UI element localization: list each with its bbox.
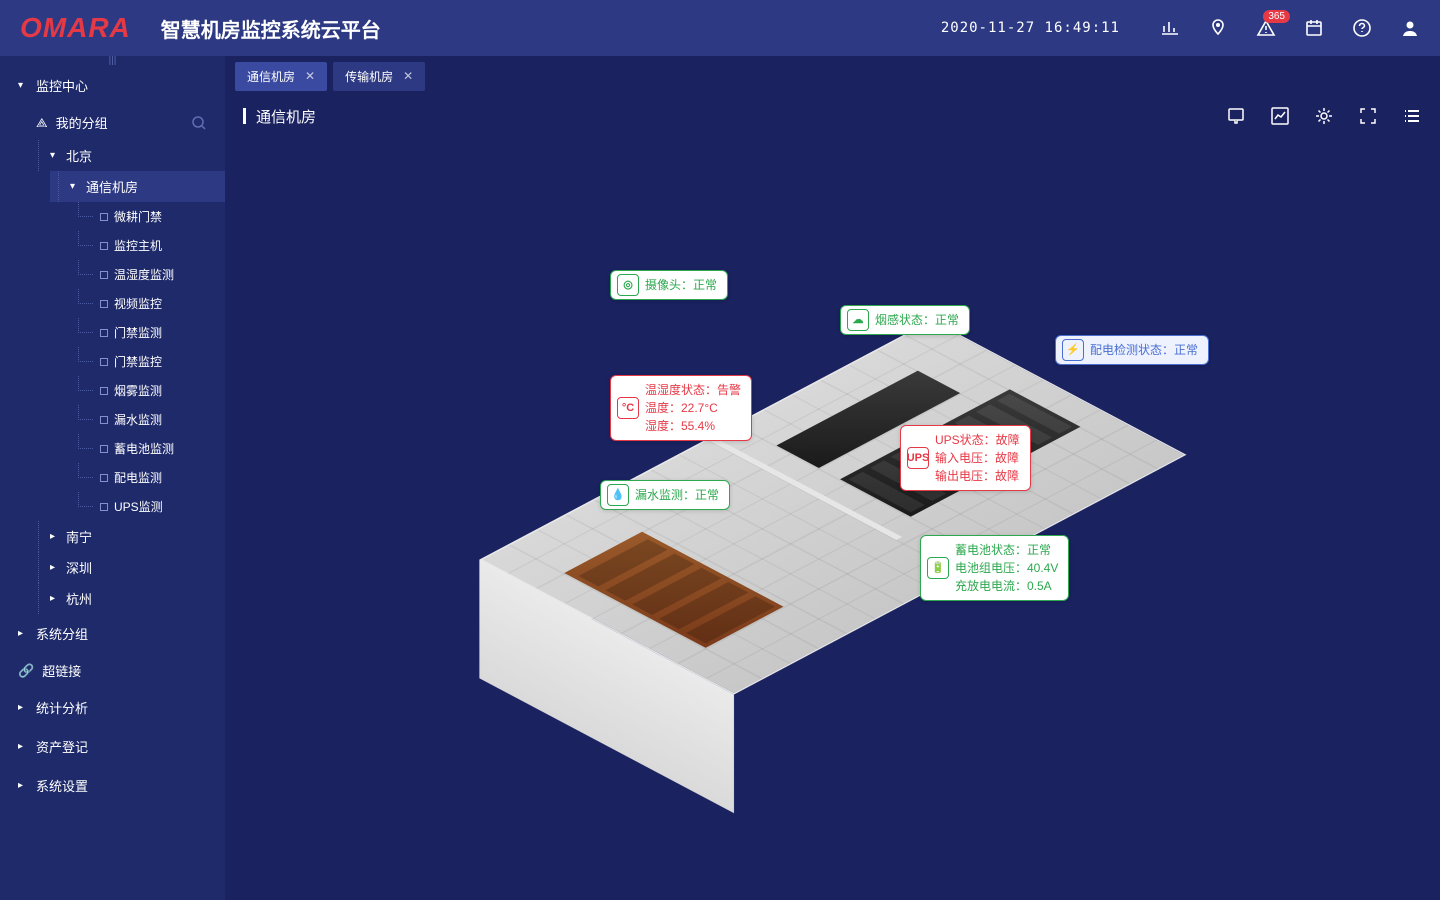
- fullscreen-icon[interactable]: [1358, 106, 1378, 126]
- device-icon: [100, 329, 108, 337]
- tree-room-comm[interactable]: ▾通信机房: [50, 171, 225, 202]
- subtitle: 通信机房: [256, 106, 316, 127]
- device-icon: [100, 358, 108, 366]
- nav-hyperlink[interactable]: 🔗超链接: [0, 653, 225, 688]
- device-icon: [100, 474, 108, 482]
- status-line: 温湿度状态：告警: [645, 381, 741, 399]
- tree-city-hangzhou[interactable]: ▸杭州: [30, 583, 225, 614]
- device-icon: [100, 445, 108, 453]
- status-line: 湿度：55.4%: [645, 417, 741, 435]
- tab-1[interactable]: 传输机房✕: [333, 62, 425, 91]
- ups-icon: UPS: [907, 447, 929, 469]
- subtitle-bar: 通信机房: [225, 96, 1440, 136]
- nav-settings[interactable]: ▸系统设置: [0, 766, 225, 805]
- status-line: 输入电压：故障: [935, 449, 1020, 467]
- tree-leaf-7[interactable]: 漏水监测: [70, 405, 225, 434]
- header-icons: 365: [1160, 18, 1420, 38]
- device-icon: [100, 503, 108, 511]
- status-line: 输出电压：故障: [935, 467, 1020, 485]
- status-line: 漏水监测：正常: [635, 486, 719, 504]
- chart-icon[interactable]: [1160, 18, 1180, 38]
- nav-sys-group[interactable]: ▸系统分组: [0, 614, 225, 653]
- tree-leaf-6[interactable]: 烟雾监测: [70, 376, 225, 405]
- location-icon[interactable]: [1208, 18, 1228, 38]
- smoke-icon: ☁: [847, 309, 869, 331]
- status-line: 摄像头：正常: [645, 276, 717, 294]
- tree-leaf-10[interactable]: UPS监测: [70, 492, 225, 521]
- battery-icon: 🔋: [927, 557, 949, 579]
- tree-leaf-8[interactable]: 蓄电池监测: [70, 434, 225, 463]
- tree-leaf-5[interactable]: 门禁监控: [70, 347, 225, 376]
- tab-0[interactable]: 通信机房✕: [235, 62, 327, 91]
- link-icon: 🔗: [18, 663, 34, 679]
- nav-assets[interactable]: ▸资产登记: [0, 727, 225, 766]
- status-line: 烟感状态：正常: [875, 311, 959, 329]
- device-icon: [100, 242, 108, 250]
- device-icon: [100, 213, 108, 221]
- gear-icon[interactable]: [1314, 106, 1334, 126]
- tree-leaf-3[interactable]: 视频监控: [70, 289, 225, 318]
- device-icon: [100, 300, 108, 308]
- power-icon: ⚡: [1062, 339, 1084, 361]
- leak-icon: 💧: [607, 484, 629, 506]
- list-icon[interactable]: [1402, 106, 1422, 126]
- view-chart-icon[interactable]: [1270, 106, 1290, 126]
- temp-icon: °C: [617, 397, 639, 419]
- tree-leaf-2[interactable]: 温湿度监测: [70, 260, 225, 289]
- nav-monitor-center[interactable]: ▾监控中心: [0, 66, 225, 105]
- status-tag-leak[interactable]: 💧 漏水监测：正常: [600, 480, 730, 510]
- device-icon: [100, 387, 108, 395]
- user-icon[interactable]: [1400, 18, 1420, 38]
- camera-icon: ◎: [617, 274, 639, 296]
- status-line: 温度：22.7°C: [645, 399, 741, 417]
- alert-badge: 365: [1263, 10, 1290, 23]
- status-tag-battery[interactable]: 🔋 蓄电池状态：正常电池组电压：40.4V充放电电流：0.5A: [920, 535, 1069, 601]
- nav-my-group[interactable]: ⟁ 我的分组: [0, 105, 225, 140]
- logo: OMARA: [20, 12, 131, 44]
- main: 通信机房✕传输机房✕ 通信机房: [225, 56, 1440, 900]
- status-line: 配电检测状态：正常: [1090, 341, 1198, 359]
- view-device-icon[interactable]: [1226, 106, 1246, 126]
- tabs: 通信机房✕传输机房✕: [225, 56, 1440, 96]
- status-line: 蓄电池状态：正常: [955, 541, 1058, 559]
- device-icon: [100, 271, 108, 279]
- sidebar-collapse-icon[interactable]: |||: [0, 56, 225, 66]
- nav-stats[interactable]: ▸统计分析: [0, 688, 225, 727]
- close-icon[interactable]: ✕: [403, 69, 413, 83]
- header: OMARA 智慧机房监控系统云平台 2020-11-27 16:49:11 36…: [0, 0, 1440, 56]
- subtitle-marker: [243, 108, 246, 124]
- alert-icon[interactable]: 365: [1256, 18, 1276, 38]
- tree-city-beijing[interactable]: ▾北京: [30, 140, 225, 171]
- tree-leaf-4[interactable]: 门禁监测: [70, 318, 225, 347]
- tree-leaf-9[interactable]: 配电监测: [70, 463, 225, 492]
- status-line: 充放电电流：0.5A: [955, 577, 1058, 595]
- close-icon[interactable]: ✕: [305, 69, 315, 83]
- status-tag-smoke[interactable]: ☁ 烟感状态：正常: [840, 305, 970, 335]
- group-icon: ⟁: [36, 115, 48, 131]
- search-icon[interactable]: [191, 115, 207, 131]
- tree-city-nanning[interactable]: ▸南宁: [30, 521, 225, 552]
- timestamp: 2020-11-27 16:49:11: [941, 20, 1120, 36]
- status-tag-power[interactable]: ⚡ 配电检测状态：正常: [1055, 335, 1209, 365]
- tree-city-shenzhen[interactable]: ▸深圳: [30, 552, 225, 583]
- viewport-3d[interactable]: ◎ 摄像头：正常 °C 温湿度状态：告警温度：22.7°C湿度：55.4% 💧 漏水监测：…: [225, 136, 1440, 900]
- help-icon[interactable]: [1352, 18, 1372, 38]
- status-line: UPS状态：故障: [935, 431, 1020, 449]
- status-tag-ups[interactable]: UPS UPS状态：故障输入电压：故障输出电压：故障: [900, 425, 1031, 491]
- app-title: 智慧机房监控系统云平台: [161, 14, 381, 43]
- tree-leaf-0[interactable]: 微耕门禁: [70, 202, 225, 231]
- sidebar: ||| ▾监控中心 ⟁ 我的分组 ▾北京 ▾通信机房 微耕门禁监控主机温湿度监测…: [0, 56, 225, 900]
- status-line: 电池组电压：40.4V: [955, 559, 1058, 577]
- status-tag-camera[interactable]: ◎ 摄像头：正常: [610, 270, 728, 300]
- device-icon: [100, 416, 108, 424]
- status-tag-temp[interactable]: °C 温湿度状态：告警温度：22.7°C湿度：55.4%: [610, 375, 752, 441]
- tree-leaf-1[interactable]: 监控主机: [70, 231, 225, 260]
- calendar-icon[interactable]: [1304, 18, 1324, 38]
